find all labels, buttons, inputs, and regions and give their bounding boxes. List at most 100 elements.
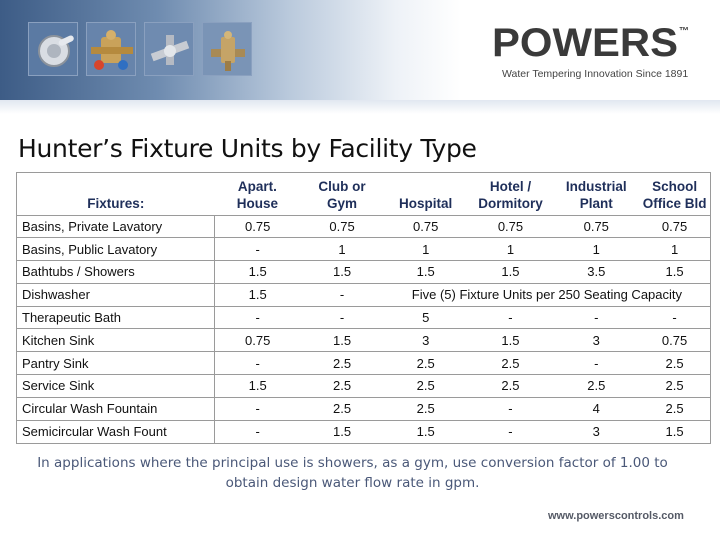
table-header-row: Fixtures: Apart. House Club or Gym Hospita… [17, 173, 710, 215]
table-cell: 0.75 [639, 214, 710, 238]
table-cell: 2.5 [300, 396, 384, 421]
fixture-name: Basins, Public Lavatory [17, 237, 216, 261]
table-cell: - [467, 419, 554, 443]
table-cell: 1 [383, 237, 468, 261]
table-cell: - [467, 396, 554, 421]
table-cell: - [214, 305, 301, 329]
trademark-symbol: ™ [679, 26, 689, 37]
table-row: Basins, Private Lavatory 0.75 0.75 0.75 … [17, 214, 710, 238]
website-url: www.powerscontrols.com [548, 510, 684, 522]
table-cell: 2.5 [300, 351, 384, 375]
table-cell: 1.5 [300, 328, 384, 352]
table-row: Pantry Sink - 2.5 2.5 2.5 - 2.5 [17, 351, 710, 375]
fixture-name: Basins, Private Lavatory [17, 214, 216, 238]
fixture-name: Service Sink [17, 374, 216, 398]
conversion-note: In applications where the principal use … [37, 455, 668, 491]
fixture-name: Bathtubs / Showers [17, 260, 216, 284]
table-cell: 1 [553, 237, 640, 261]
column-header: Industrial Plant [565, 178, 627, 211]
table-cell: 2.5 [383, 351, 468, 375]
thermostatic-valve-icon [202, 22, 252, 76]
table-row: Kitchen Sink 0.75 1.5 3 1.5 3 0.75 [17, 328, 710, 352]
table-cell: - [467, 305, 554, 329]
seating-capacity-note: Five (5) Fixture Units per 250 Seating C… [383, 282, 710, 307]
table-cell: 2.5 [383, 374, 468, 398]
table-row: Bathtubs / Showers 1.5 1.5 1.5 1.5 3.5 1… [17, 260, 710, 284]
table-cell: 1.5 [214, 260, 301, 284]
table-cell: - [214, 237, 301, 261]
table-cell: 2.5 [383, 396, 468, 421]
tagline: Water Tempering Innovation Since 1891 [502, 68, 689, 80]
powers-logo: POWERS ™ [492, 22, 689, 62]
table-cell: - [214, 396, 301, 421]
table-cell: 0.75 [214, 214, 301, 238]
product-thumbnails [28, 22, 252, 76]
table-cell: - [639, 305, 710, 329]
table-cell: 1.5 [300, 419, 384, 443]
table-cell: 0.75 [383, 214, 468, 238]
page-title: Hunter’s Fixture Units by Facility Type [18, 134, 477, 163]
table-cell: 1.5 [639, 419, 710, 443]
table-cell: 1 [639, 237, 710, 261]
table-cell: 2.5 [300, 374, 384, 398]
table-cell: 1.5 [467, 328, 554, 352]
fixture-name: Kitchen Sink [17, 328, 216, 352]
table-cell: 2.5 [639, 351, 710, 375]
table-cell: 1.5 [639, 260, 710, 284]
table-cell: 0.75 [300, 214, 384, 238]
table-cell: 2.5 [553, 374, 640, 398]
table-cell: - [553, 305, 640, 329]
table-row: Semicircular Wash Fount - 1.5 1.5 - 3 1.… [17, 419, 710, 443]
table-row: Circular Wash Fountain - 2.5 2.5 - 4 2.5 [17, 396, 710, 421]
table-cell: 1 [300, 237, 384, 261]
fixture-name: Circular Wash Fountain [17, 396, 216, 421]
table-cell: - [300, 305, 384, 329]
pipe-fitting-icon [144, 22, 194, 76]
table-cell: 3 [553, 328, 640, 352]
table-row: Service Sink 1.5 2.5 2.5 2.5 2.5 2.5 [17, 374, 710, 398]
table-cell: 2.5 [467, 351, 554, 375]
table-cell: 1.5 [214, 282, 301, 307]
table-cell: 1.5 [467, 260, 554, 284]
header-fade [0, 100, 720, 114]
column-header: Hotel / Dormitory [478, 178, 543, 211]
table-cell: 3 [383, 328, 468, 352]
table-cell: 1.5 [214, 374, 301, 398]
table-row: Therapeutic Bath - - 5 - - - [17, 305, 710, 329]
mixing-valve-icon [86, 22, 136, 76]
fixture-units-table: Fixtures: Apart. House Club or Gym Hospita… [16, 172, 711, 444]
fixture-name: Therapeutic Bath [17, 305, 216, 329]
table-cell: - [214, 351, 301, 375]
row-header-label: Fixtures: [87, 195, 145, 211]
table-cell: 1 [467, 237, 554, 261]
table-row: Dishwasher 1.5 - Five (5) Fixture Units … [17, 282, 710, 307]
table-cell: 0.75 [639, 328, 710, 352]
table-cell: 2.5 [639, 374, 710, 398]
table-cell: - [553, 351, 640, 375]
column-header: Club or Gym [318, 178, 366, 211]
table-cell: 3.5 [553, 260, 640, 284]
valve-handle-icon [28, 22, 78, 76]
column-header: School Office Bld [642, 178, 707, 211]
table-cell: 0.75 [553, 214, 640, 238]
fixture-name: Semicircular Wash Fount [17, 419, 216, 443]
table-cell: 0.75 [467, 214, 554, 238]
table-cell: 4 [553, 396, 640, 421]
table-cell: 1.5 [300, 260, 384, 284]
table-cell: - [214, 419, 301, 443]
table-cell: 1.5 [383, 419, 468, 443]
table-cell: 2.5 [467, 374, 554, 398]
fixture-name: Pantry Sink [17, 351, 216, 375]
fixture-table: Fixtures: Apart. House Club or Gym Hospita… [17, 173, 710, 443]
table-cell: - [300, 282, 384, 307]
fixture-name: Dishwasher [17, 282, 216, 307]
table-cell: 2.5 [639, 396, 710, 421]
table-cell: 0.75 [214, 328, 301, 352]
table-row: Basins, Public Lavatory - 1 1 1 1 1 [17, 237, 710, 261]
table-cell: 5 [383, 305, 468, 329]
column-header: Apart. House [236, 178, 279, 211]
table-cell: 3 [553, 419, 640, 443]
column-header: Hospital [399, 195, 453, 211]
table-cell: 1.5 [383, 260, 468, 284]
logo-text: POWERS [492, 22, 678, 62]
